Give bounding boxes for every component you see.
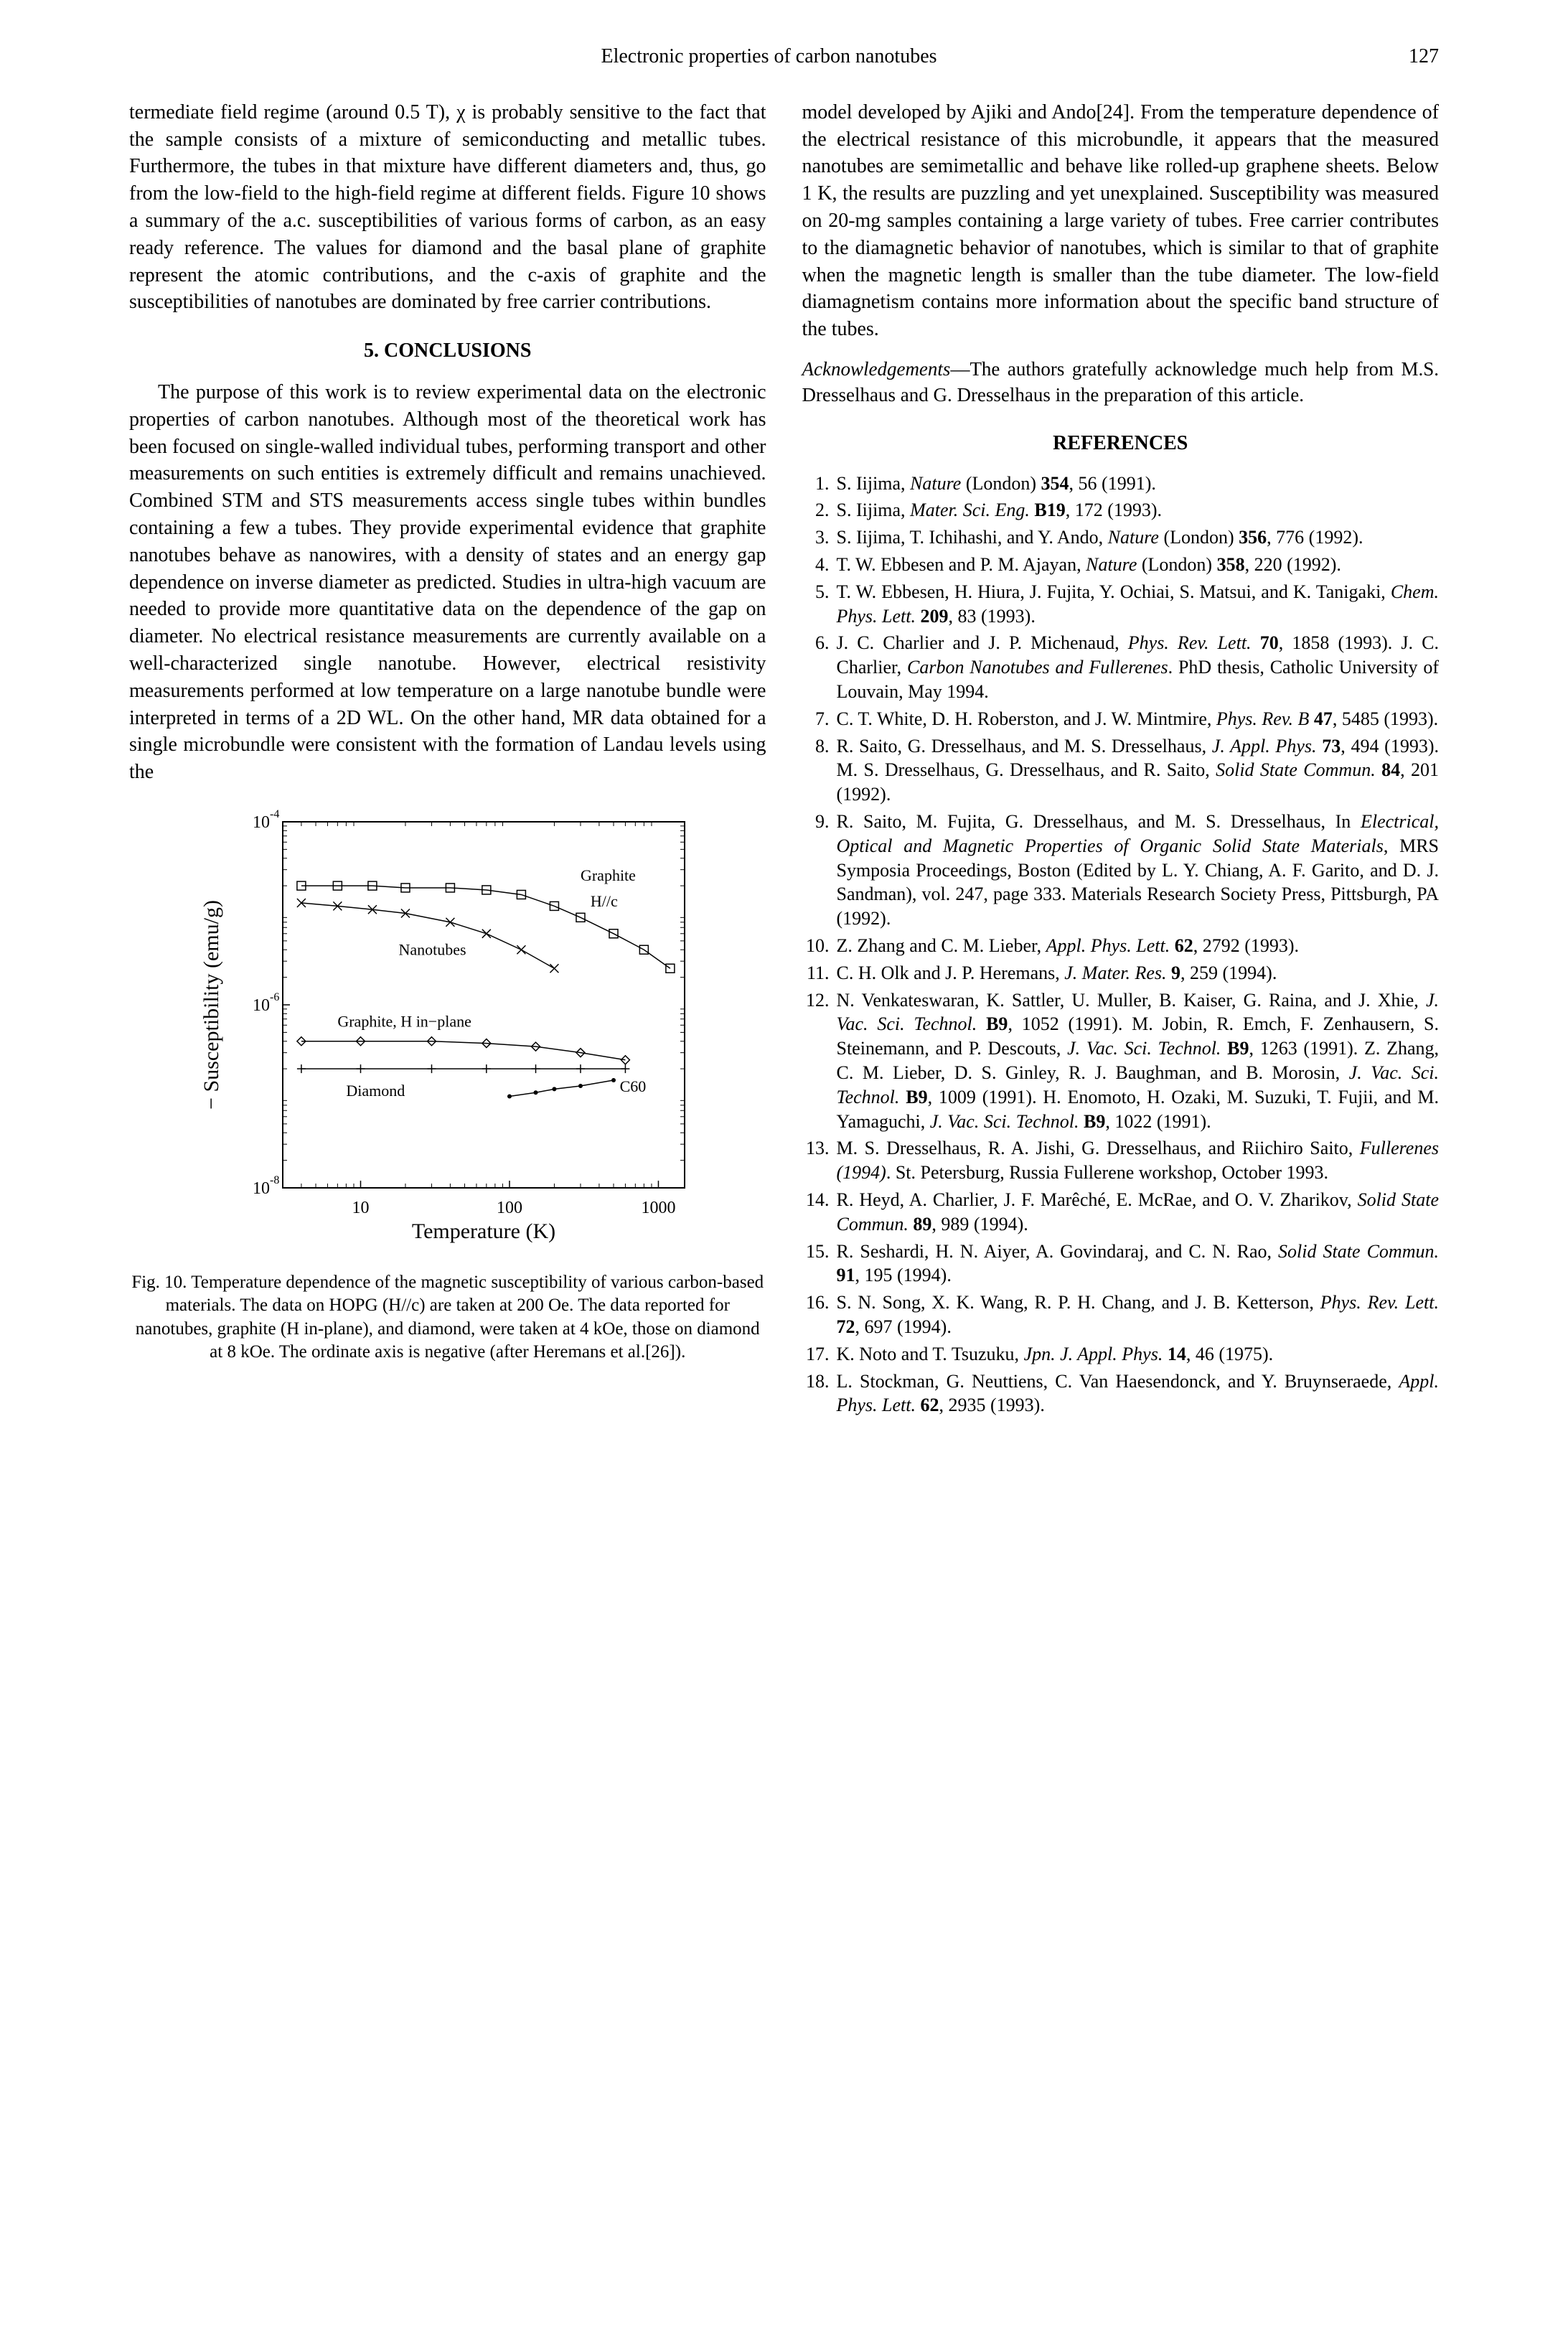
conclusions-heading: 5. CONCLUSIONS [129, 337, 766, 365]
reference-text: C. T. White, D. H. Roberston, and J. W. … [837, 707, 1440, 731]
reference-item: 7.C. T. White, D. H. Roberston, and J. W… [802, 707, 1440, 731]
reference-text: C. H. Olk and J. P. Heremans, J. Mater. … [837, 961, 1440, 985]
reference-item: 6.J. C. Charlier and J. P. Michenaud, Ph… [802, 631, 1440, 703]
svg-text:Diamond: Diamond [346, 1082, 405, 1100]
running-title: Electronic properties of carbon nanotube… [601, 43, 936, 70]
svg-text:-8: -8 [270, 1174, 279, 1186]
reference-item: 12.N. Venkateswaran, K. Sattler, U. Mull… [802, 988, 1440, 1134]
reference-number: 12. [802, 988, 837, 1134]
reference-text: L. Stockman, G. Neuttiens, C. Van Haesen… [837, 1369, 1440, 1418]
reference-number: 15. [802, 1240, 837, 1288]
reference-text: R. Saito, M. Fujita, G. Dresselhaus, and… [837, 810, 1440, 931]
ack-label: Acknowledgements [802, 358, 951, 380]
svg-text:Nanotubes: Nanotubes [398, 941, 466, 959]
svg-text:10: 10 [253, 1179, 270, 1198]
reference-text: S. N. Song, X. K. Wang, R. P. H. Chang, … [837, 1290, 1440, 1339]
reference-number: 17. [802, 1342, 837, 1367]
svg-text:-4: -4 [270, 808, 279, 820]
reference-text: R. Seshardi, H. N. Aiyer, A. Govindaraj,… [837, 1240, 1440, 1288]
reference-text: R. Saito, G. Dresselhaus, and M. S. Dres… [837, 734, 1440, 807]
continuation-paragraph: termediate field regime (around 0.5 T), … [129, 99, 766, 316]
svg-text:− Susceptibility (emu/g): − Susceptibility (emu/g) [199, 900, 223, 1110]
reference-item: 15.R. Seshardi, H. N. Aiyer, A. Govindar… [802, 1240, 1440, 1288]
acknowledgements: Acknowledgements—The authors gratefully … [802, 356, 1440, 408]
figure-caption: Fig. 10. Temperature dependence of the m… [129, 1271, 766, 1364]
reference-item: 18.L. Stockman, G. Neuttiens, C. Van Hae… [802, 1369, 1440, 1418]
reference-number: 2. [802, 498, 837, 523]
reference-number: 6. [802, 631, 837, 703]
svg-text:100: 100 [497, 1199, 522, 1217]
reference-number: 4. [802, 553, 837, 577]
reference-item: 16.S. N. Song, X. K. Wang, R. P. H. Chan… [802, 1290, 1440, 1339]
reference-text: S. Iijima, T. Ichihashi, and Y. Ando, Na… [837, 525, 1440, 550]
reference-number: 9. [802, 810, 837, 931]
reference-text: Z. Zhang and C. M. Lieber, Appl. Phys. L… [837, 934, 1440, 958]
reference-item: 9.R. Saito, M. Fujita, G. Dresselhaus, a… [802, 810, 1440, 931]
reference-number: 3. [802, 525, 837, 550]
svg-text:10: 10 [253, 996, 270, 1015]
svg-text:10: 10 [352, 1199, 369, 1217]
reference-text: N. Venkateswaran, K. Sattler, U. Muller,… [837, 988, 1440, 1134]
reference-number: 13. [802, 1136, 837, 1185]
reference-number: 7. [802, 707, 837, 731]
references-list: 1.S. Iijima, Nature (London) 354, 56 (19… [802, 472, 1440, 1418]
svg-text:C60: C60 [619, 1077, 646, 1095]
reference-text: T. W. Ebbesen and P. M. Ajayan, Nature (… [837, 553, 1440, 577]
page-number: 127 [1409, 43, 1439, 70]
reference-item: 13.M. S. Dresselhaus, R. A. Jishi, G. Dr… [802, 1136, 1440, 1185]
svg-text:10: 10 [253, 813, 270, 832]
svg-text:-6: -6 [270, 991, 279, 1003]
reference-text: S. Iijima, Mater. Sci. Eng. B19, 172 (19… [837, 498, 1440, 523]
reference-text: M. S. Dresselhaus, R. A. Jishi, G. Dress… [837, 1136, 1440, 1185]
reference-item: 10.Z. Zhang and C. M. Lieber, Appl. Phys… [802, 934, 1440, 958]
reference-item: 1.S. Iijima, Nature (London) 354, 56 (19… [802, 472, 1440, 496]
reference-number: 14. [802, 1188, 837, 1237]
svg-text:Temperature (K): Temperature (K) [412, 1219, 555, 1243]
reference-number: 11. [802, 961, 837, 985]
right-continuation-paragraph: model developed by Ajiki and Ando[24]. F… [802, 99, 1440, 343]
reference-number: 18. [802, 1369, 837, 1418]
references-heading: REFERENCES [802, 430, 1440, 457]
svg-text:H//c: H//c [591, 892, 618, 910]
reference-text: J. C. Charlier and J. P. Michenaud, Phys… [837, 631, 1440, 703]
reference-item: 11.C. H. Olk and J. P. Heremans, J. Mate… [802, 961, 1440, 985]
reference-item: 3.S. Iijima, T. Ichihashi, and Y. Ando, … [802, 525, 1440, 550]
reference-item: 14.R. Heyd, A. Charlier, J. F. Marêché, … [802, 1188, 1440, 1237]
reference-text: K. Noto and T. Tsuzuku, Jpn. J. Appl. Ph… [837, 1342, 1440, 1367]
conclusions-paragraph: The purpose of this work is to review ex… [129, 379, 766, 786]
reference-number: 8. [802, 734, 837, 807]
reference-text: R. Heyd, A. Charlier, J. F. Marêché, E. … [837, 1188, 1440, 1237]
reference-text: S. Iijima, Nature (London) 354, 56 (1991… [837, 472, 1440, 496]
reference-number: 10. [802, 934, 837, 958]
right-column: model developed by Ajiki and Ando[24]. F… [802, 99, 1440, 1420]
reference-item: 5.T. W. Ebbesen, H. Hiura, J. Fujita, Y.… [802, 580, 1440, 629]
svg-text:1000: 1000 [641, 1199, 675, 1217]
left-column: termediate field regime (around 0.5 T), … [129, 99, 766, 1420]
reference-item: 8.R. Saito, G. Dresselhaus, and M. S. Dr… [802, 734, 1440, 807]
figure-10: 10100100010-810-610-4Temperature (K)− Su… [129, 807, 766, 1364]
reference-item: 17.K. Noto and T. Tsuzuku, Jpn. J. Appl.… [802, 1342, 1440, 1367]
reference-item: 2.S. Iijima, Mater. Sci. Eng. B19, 172 (… [802, 498, 1440, 523]
reference-number: 5. [802, 580, 837, 629]
svg-text:Graphite: Graphite [581, 866, 636, 884]
running-header: Electronic properties of carbon nanotube… [129, 43, 1439, 70]
reference-number: 16. [802, 1290, 837, 1339]
susceptibility-chart: 10100100010-810-610-4Temperature (K)− Su… [189, 807, 706, 1252]
reference-number: 1. [802, 472, 837, 496]
svg-text:Graphite, H in−plane: Graphite, H in−plane [337, 1012, 471, 1030]
reference-item: 4.T. W. Ebbesen and P. M. Ajayan, Nature… [802, 553, 1440, 577]
reference-text: T. W. Ebbesen, H. Hiura, J. Fujita, Y. O… [837, 580, 1440, 629]
